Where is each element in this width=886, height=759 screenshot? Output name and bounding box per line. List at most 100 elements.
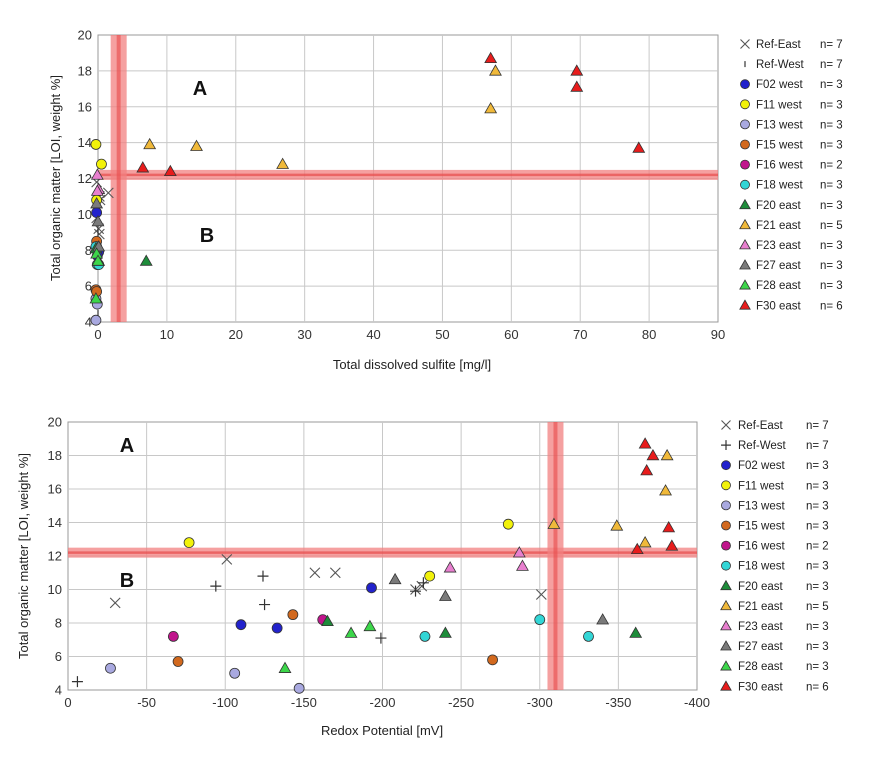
data-point [660, 448, 674, 461]
series-f27-east [90, 197, 106, 252]
data-point [629, 626, 643, 638]
x-tick-label: -50 [137, 695, 156, 710]
legend-label: F28 east [756, 280, 802, 292]
y-tick-label: 10 [48, 582, 62, 597]
data-point [646, 448, 660, 461]
data-point [257, 570, 269, 582]
data-point [276, 157, 290, 169]
legend-label: F20 east [756, 200, 802, 212]
legend-count: n= 2 [820, 160, 843, 172]
data-point [109, 597, 121, 609]
data-point [183, 537, 195, 548]
data-point [659, 484, 672, 496]
data-point [610, 519, 624, 531]
x-tick-label: 0 [64, 695, 71, 710]
y-tick-label: 6 [55, 649, 62, 664]
legend-count: n= 3 [820, 140, 843, 152]
legend-count: n= 5 [820, 220, 843, 232]
legend-marker [721, 480, 731, 491]
data-point [443, 561, 457, 573]
y-tick-label: 14 [78, 135, 92, 150]
legend-count: n= 3 [806, 500, 829, 512]
series-f28-east [278, 619, 377, 673]
data-point [388, 572, 402, 585]
y-tick-label: 12 [78, 171, 92, 186]
legend-count: n= 3 [806, 661, 829, 673]
legend-marker [720, 620, 732, 631]
data-point [271, 622, 283, 634]
legend-label: F16 west [756, 160, 803, 172]
data-point [375, 632, 387, 644]
x-tick-label: -250 [448, 695, 474, 710]
legend-label: F28 east [738, 661, 784, 673]
x-tick-label: -100 [212, 695, 238, 710]
series-f21-east [143, 64, 502, 169]
legend-marker [740, 159, 750, 170]
legend-label: Ref-East [756, 39, 802, 51]
series-f21-east [547, 448, 674, 548]
legend-label: Ref-West [738, 440, 787, 452]
legend-label: F23 east [738, 621, 784, 633]
y-tick-label: 16 [48, 482, 62, 497]
data-point [438, 626, 452, 638]
data-point [259, 599, 271, 611]
legend-label: F13 west [756, 119, 803, 131]
x-tick-label: 10 [160, 327, 174, 342]
series-ref-west [71, 570, 429, 688]
legend-marker [740, 179, 750, 190]
x-tick-label: -400 [684, 695, 710, 710]
series-f20-east [321, 614, 643, 638]
data-point [329, 567, 341, 579]
y-tick-label: 20 [78, 28, 92, 43]
legend-count: n= 3 [820, 260, 843, 272]
data-point [516, 559, 529, 571]
data-point [190, 139, 203, 151]
data-point [502, 518, 514, 530]
legend-label: F20 east [738, 581, 784, 593]
data-point [221, 553, 233, 565]
legend-label: Ref-East [738, 420, 784, 432]
legend-label: F27 east [756, 260, 802, 272]
x-axis-title: Redox Potential [mV] [321, 723, 443, 738]
data-point [366, 582, 377, 594]
legend-label: F30 east [756, 300, 802, 312]
data-point [630, 542, 644, 555]
zone-label-b: B [200, 225, 214, 247]
series-f15-west [172, 609, 498, 667]
data-point [487, 654, 498, 666]
legend-marker [739, 299, 751, 310]
data-point [91, 214, 105, 227]
x-tick-label: 70 [573, 327, 587, 342]
legend-count: n= 3 [806, 641, 829, 653]
series-f11-west [183, 518, 514, 582]
legend-label: F27 east [738, 641, 784, 653]
legend-label: F21 east [756, 220, 802, 232]
y-tick-label: 8 [85, 243, 92, 258]
y-tick-label: 4 [55, 683, 62, 698]
legend-count: n= 3 [820, 200, 843, 212]
y-tick-label: 20 [48, 415, 62, 430]
legend-marker [721, 460, 731, 471]
data-point [535, 589, 547, 600]
legend-label: F11 west [738, 480, 785, 492]
data-point [210, 580, 222, 592]
y-tick-label: 8 [55, 616, 62, 631]
legend-label: F18 west [738, 561, 785, 573]
data-point [278, 661, 292, 673]
legend-count: n= 3 [806, 561, 829, 573]
legend-label: Ref-West [756, 59, 805, 71]
x-tick-label: 20 [229, 327, 243, 342]
legend-label: F21 east [738, 601, 784, 613]
y-tick-label: 16 [78, 99, 92, 114]
legend-count: n= 3 [806, 521, 829, 533]
legend-count: n= 3 [820, 79, 843, 91]
legend-marker [739, 279, 751, 290]
legend-count: n= 3 [820, 99, 843, 111]
legend-count: n= 7 [820, 39, 843, 51]
data-point [417, 577, 429, 589]
x-tick-label: 60 [504, 327, 518, 342]
series-f18-west [419, 614, 594, 642]
data-point [410, 585, 422, 597]
data-point [662, 520, 676, 533]
chart-1: 0 10 20 30 40 50 60 70 80 90 4 6 8 10 12 14 16 18 20 A B Tota… [48, 28, 843, 373]
